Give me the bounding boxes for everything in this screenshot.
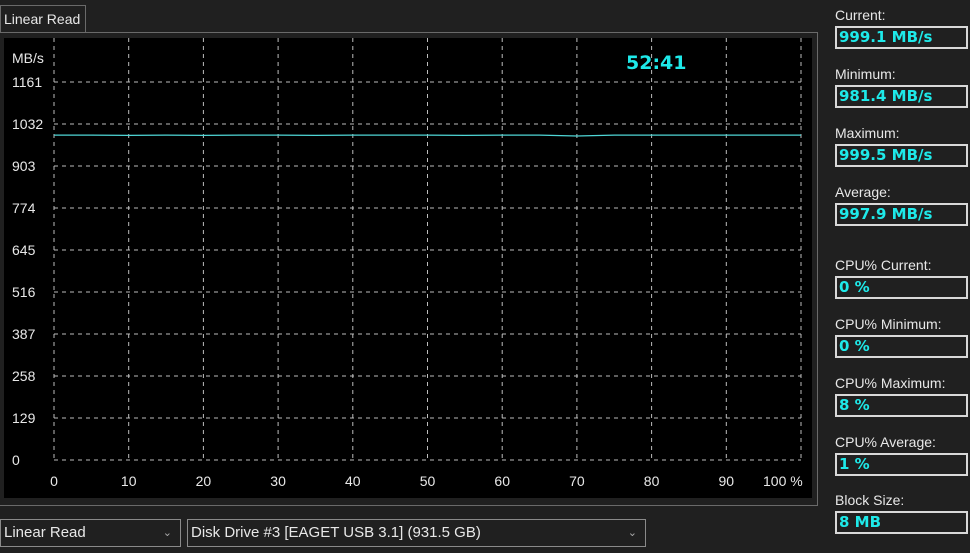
test-mode-select[interactable]: Linear Read ⌄ [0, 519, 181, 547]
y-tick-label: 258 [12, 368, 36, 384]
stat-value: 999.1 MB/s [835, 26, 968, 49]
y-axis-label: MB/s [12, 50, 44, 66]
test-mode-value: Linear Read [4, 524, 86, 541]
y-tick-label: 387 [12, 326, 36, 342]
stat-0: Current: 999.1 MB/s [835, 7, 968, 49]
x-tick-label: 100 % [763, 473, 803, 489]
speed-series-line [54, 134, 801, 137]
x-tick-label: 80 [644, 473, 660, 489]
stat-label: Maximum: [835, 125, 900, 141]
elapsed-timer: 52:41 [626, 52, 687, 74]
stat-value: 997.9 MB/s [835, 203, 968, 226]
tab-linear-read[interactable]: Linear Read [0, 5, 86, 32]
stat-value: 0 % [835, 276, 968, 299]
stat-2: Maximum: 999.5 MB/s [835, 125, 968, 167]
stat-value: 8 % [835, 394, 968, 417]
y-tick-label: 0 [12, 452, 20, 468]
y-tick-label: 516 [12, 284, 36, 300]
y-tick-label: 774 [12, 200, 36, 216]
drive-value: Disk Drive #3 [EAGET USB 3.1] (931.5 GB) [191, 524, 481, 541]
y-tick-label: 129 [12, 410, 36, 426]
stat-value: 999.5 MB/s [835, 144, 968, 167]
x-tick-label: 50 [420, 473, 436, 489]
x-tick-label: 10 [121, 473, 137, 489]
stat-label: CPU% Current: [835, 257, 932, 273]
x-tick-label: 60 [494, 473, 510, 489]
stat-value: 8 MB [835, 511, 968, 534]
stat-label: Block Size: [835, 492, 905, 508]
chevron-down-icon: ⌄ [162, 527, 172, 539]
x-tick-label: 70 [569, 473, 585, 489]
chart-panel [0, 32, 818, 506]
stat-label: CPU% Maximum: [835, 375, 946, 391]
y-tick-label: 1161 [12, 74, 42, 90]
stat-label: Minimum: [835, 66, 896, 82]
stat-7: CPU% Average: 1 % [835, 434, 968, 476]
stat-4: CPU% Current: 0 % [835, 257, 968, 299]
stat-label: Current: [835, 7, 886, 23]
speed-chart: MB/s 0 129 258 387 516 645 774 903 1032 1161 0 10 20 3… [4, 38, 812, 498]
x-tick-label: 20 [196, 473, 212, 489]
drive-select[interactable]: Disk Drive #3 [EAGET USB 3.1] (931.5 GB)… [187, 519, 646, 547]
x-tick-label: 40 [345, 473, 361, 489]
stat-label: CPU% Minimum: [835, 316, 942, 332]
y-tick-label: 1032 [12, 116, 43, 132]
x-tick-label: 0 [50, 473, 58, 489]
stat-value: 0 % [835, 335, 968, 358]
stat-6: CPU% Maximum: 8 % [835, 375, 968, 417]
stat-value: 981.4 MB/s [835, 85, 968, 108]
x-tick-label: 30 [270, 473, 286, 489]
stat-8: Block Size: 8 MB [835, 492, 968, 534]
stat-3: Average: 997.9 MB/s [835, 184, 968, 226]
y-tick-label: 645 [12, 242, 36, 258]
x-tick-label: 90 [719, 473, 735, 489]
stat-1: Minimum: 981.4 MB/s [835, 66, 968, 108]
chevron-down-icon: ⌄ [627, 527, 637, 539]
y-tick-label: 903 [12, 158, 36, 174]
stat-label: CPU% Average: [835, 434, 936, 450]
chart-svg: MB/s 0 129 258 387 516 645 774 903 1032 1161 0 10 20 3… [12, 38, 803, 489]
stat-value: 1 % [835, 453, 968, 476]
stat-label: Average: [835, 184, 891, 200]
stat-5: CPU% Minimum: 0 % [835, 316, 968, 358]
